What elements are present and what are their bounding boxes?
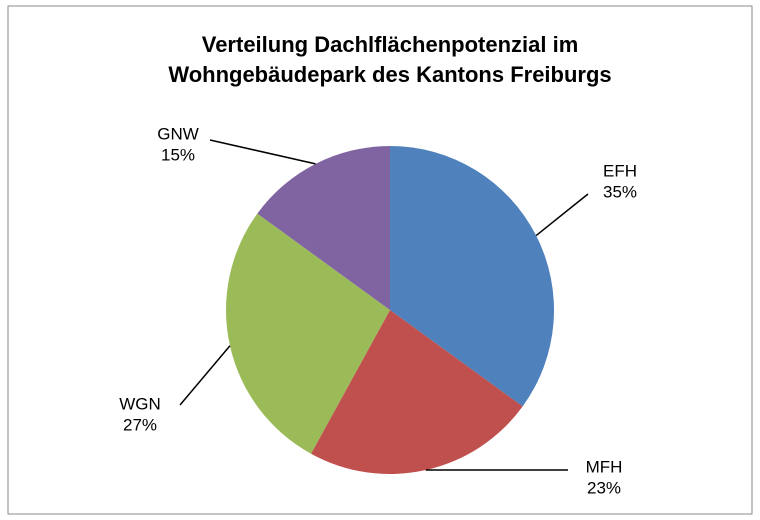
leader-line [209,139,316,165]
leader-line [179,345,231,406]
leader-line [535,193,589,237]
slice-value-label: 23% [587,478,621,497]
slice-label: GNW [157,124,199,143]
slice-label: EFH [603,161,637,180]
pie-slice [257,146,390,310]
chart-title: Verteilung Dachlflächenpotenzial im [202,32,579,57]
slice-value-label: 15% [161,145,195,164]
slice-value-label: 35% [603,182,637,201]
pie-slice [310,310,523,474]
pie-slice [226,213,390,454]
pie-slice [390,146,554,407]
slice-label: MFH [586,457,623,476]
chart-title: Wohngebäudepark des Kantons Freiburgs [168,62,611,87]
slice-label: WGN [119,394,161,413]
slice-value-label: 27% [123,415,157,434]
